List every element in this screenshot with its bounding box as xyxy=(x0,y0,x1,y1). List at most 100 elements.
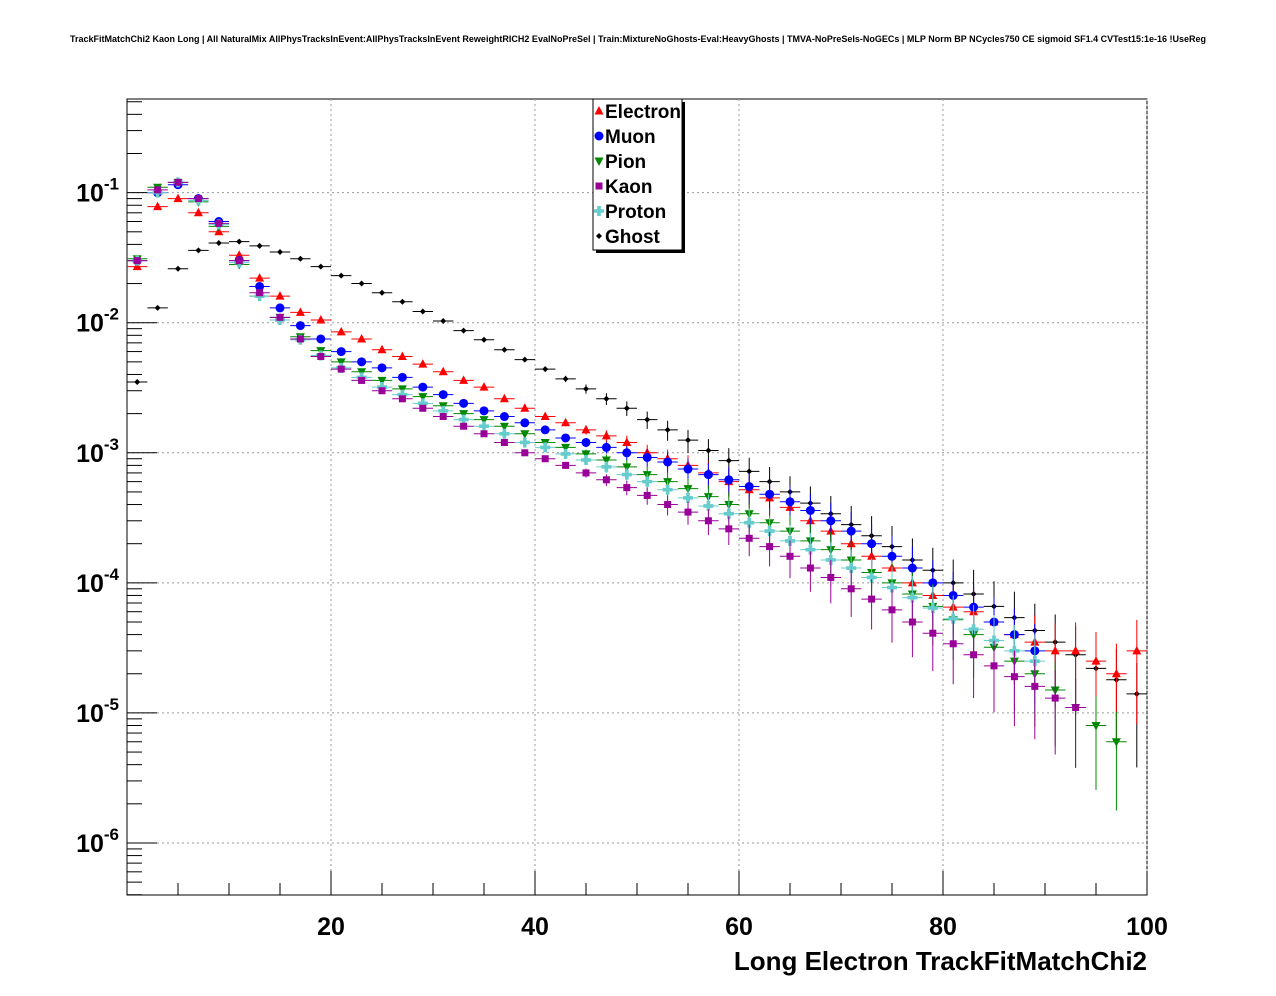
data-point xyxy=(868,595,876,603)
data-point xyxy=(275,303,285,313)
data-point xyxy=(907,563,917,573)
legend-marker xyxy=(594,157,604,166)
data-point xyxy=(847,585,855,593)
legend-marker xyxy=(596,233,602,239)
data-point xyxy=(846,526,856,536)
data-point xyxy=(215,240,222,247)
data-point xyxy=(561,443,571,453)
data-point xyxy=(399,298,406,305)
data-point xyxy=(357,333,367,343)
data-point xyxy=(623,484,631,492)
data-point xyxy=(785,497,795,507)
data-point xyxy=(705,447,712,454)
data-point xyxy=(561,433,571,443)
data-point xyxy=(479,421,490,432)
data-point xyxy=(337,365,345,373)
data-point xyxy=(419,308,426,315)
data-point xyxy=(888,606,896,614)
data-point xyxy=(1071,645,1081,655)
x-tick-label: 80 xyxy=(929,913,957,941)
data-point xyxy=(562,375,569,382)
series-muon xyxy=(127,180,1045,704)
data-point xyxy=(540,411,550,421)
data-point xyxy=(479,406,489,416)
data-point xyxy=(644,416,651,423)
data-point xyxy=(622,448,632,458)
data-point xyxy=(560,448,571,459)
data-point xyxy=(949,640,957,648)
data-point xyxy=(990,662,998,670)
data-point xyxy=(173,193,183,203)
data-point xyxy=(642,452,652,462)
data-point xyxy=(725,525,733,533)
data-point xyxy=(664,501,672,509)
data-point xyxy=(336,358,346,367)
data-point xyxy=(236,238,243,245)
data-point xyxy=(1051,694,1059,702)
data-point xyxy=(887,551,897,561)
data-point xyxy=(703,500,714,511)
legend-label: Electron xyxy=(605,102,681,123)
x-axis-title: Long Electron TrackFitMatchChi2 xyxy=(734,946,1147,976)
data-point xyxy=(745,534,753,542)
data-point xyxy=(1031,682,1039,690)
data-point xyxy=(358,376,366,384)
legend-marker xyxy=(594,131,604,141)
data-point xyxy=(174,178,182,186)
data-point xyxy=(438,390,448,400)
data-point xyxy=(581,437,591,447)
data-point xyxy=(379,289,385,296)
data-point xyxy=(215,219,223,227)
data-point xyxy=(234,250,244,259)
data-point xyxy=(336,347,346,357)
data-point xyxy=(746,468,753,475)
chart-title: TrackFitMatchChi2 Kaon Long | All Natura… xyxy=(69,34,1207,44)
series-kaon xyxy=(127,178,1086,768)
data-point xyxy=(601,461,612,472)
data-point xyxy=(501,346,508,353)
data-point xyxy=(397,372,407,382)
data-point xyxy=(499,393,509,403)
data-point xyxy=(338,272,345,279)
data-point xyxy=(255,281,265,291)
data-point xyxy=(133,257,141,265)
data-point xyxy=(459,398,469,408)
data-point xyxy=(928,578,938,588)
data-point xyxy=(601,430,611,440)
data-point xyxy=(1050,645,1060,655)
data-point xyxy=(154,304,161,311)
y-tick-labels: 10-1 10-2 10-3 10-4 10-5 10-6 xyxy=(76,175,119,858)
data-point xyxy=(908,618,916,626)
data-point xyxy=(683,464,693,474)
data-point xyxy=(479,416,489,425)
x-tick-label: 100 xyxy=(1126,913,1168,941)
data-point xyxy=(418,393,428,402)
data-point xyxy=(623,405,630,412)
data-point xyxy=(561,417,571,427)
x-tick-label: 60 xyxy=(725,913,753,941)
data-point xyxy=(499,422,509,432)
y-tick-label: 10-6 xyxy=(76,825,119,858)
data-point xyxy=(1010,673,1018,681)
data-point xyxy=(459,375,469,384)
data-series xyxy=(127,177,1147,811)
legend-marker xyxy=(595,182,603,190)
data-point xyxy=(989,635,999,646)
data-point xyxy=(480,430,488,438)
data-point xyxy=(295,307,305,316)
data-point xyxy=(519,437,530,448)
y-tick-label: 10-5 xyxy=(76,695,119,728)
legend-marker xyxy=(594,206,604,216)
data-point xyxy=(438,405,449,416)
data-point xyxy=(1111,738,1121,747)
data-point xyxy=(744,482,754,492)
data-point xyxy=(521,356,528,363)
data-point xyxy=(948,613,959,624)
data-point xyxy=(317,263,324,270)
data-point xyxy=(481,336,487,343)
data-point xyxy=(601,442,611,452)
data-point xyxy=(377,344,387,354)
data-point xyxy=(540,425,550,435)
data-point xyxy=(805,544,816,555)
data-point xyxy=(440,318,447,325)
